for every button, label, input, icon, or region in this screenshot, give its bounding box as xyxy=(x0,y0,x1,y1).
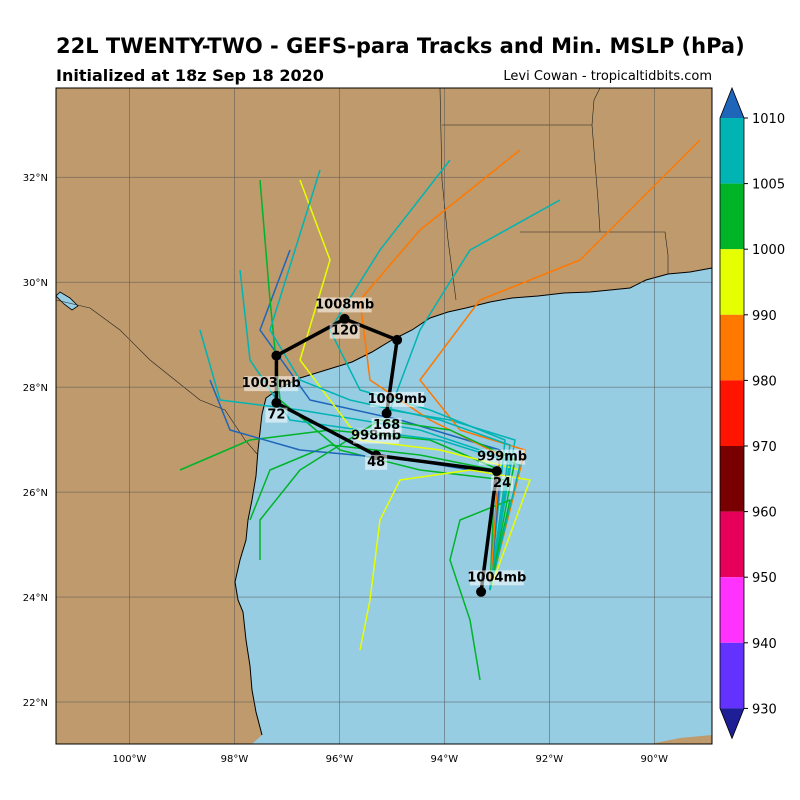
pressure-colorbar: 1010 1005 1000 990 980 970 960 950 940 930 xyxy=(719,86,785,740)
lon-tick-label: 96°W xyxy=(326,754,354,765)
colorbar-bin xyxy=(720,380,744,446)
mean-track-label: 48 xyxy=(367,455,385,470)
mean-track-label-bg xyxy=(365,454,388,470)
mean-track-label-bg xyxy=(265,407,288,423)
mean-track-point xyxy=(392,334,403,345)
colorbar-bin xyxy=(720,642,744,709)
colorbar-label: 990 xyxy=(752,309,777,324)
mean-track-label-bg xyxy=(469,570,524,586)
colorbar-bin xyxy=(720,511,744,578)
lon-tick-label: 98°W xyxy=(221,754,249,765)
mean-track-label: 1003mb xyxy=(242,376,301,391)
lat-tick-label: 30°N xyxy=(23,278,48,289)
yucatan-land xyxy=(650,735,712,744)
mean-track-label-bg xyxy=(317,297,372,313)
colorbar-label: 960 xyxy=(752,506,777,521)
colorbar-label: 930 xyxy=(752,702,777,717)
ensemble-member-track xyxy=(209,379,501,591)
lon-tick-label: 100°W xyxy=(112,754,146,765)
mexico-pacific-coast xyxy=(56,291,79,311)
colorbar-bin xyxy=(720,708,744,739)
colorbar-bin xyxy=(720,577,744,643)
mean-track-label-bg xyxy=(370,391,425,407)
credit-text: Levi Cowan - tropicaltidbits.com xyxy=(503,69,712,84)
mean-track-point xyxy=(271,350,282,361)
mean-track-label: 1004mb xyxy=(467,570,526,585)
mean-track-label: 1009mb xyxy=(368,392,427,407)
mean-track-point xyxy=(491,466,502,477)
mean-track-point xyxy=(271,397,282,408)
mean-track-label: 168 xyxy=(373,418,400,433)
mean-track-point xyxy=(476,586,487,597)
ensemble-member-track xyxy=(269,169,511,591)
mean-track-label: 1008mb xyxy=(315,297,374,312)
mean-track-label: 24 xyxy=(493,476,511,491)
mean-track-point xyxy=(381,408,392,419)
ensemble-mean-track: 1004mb24999mb48998mb721003mb1201008mb168… xyxy=(242,297,527,597)
colorbar-label: 980 xyxy=(752,374,777,389)
mean-track-label: 999mb xyxy=(477,450,527,465)
ensemble-member-track xyxy=(329,159,506,591)
colorbar-bin xyxy=(720,249,744,315)
mean-track-label: 72 xyxy=(267,408,285,423)
mean-track-point xyxy=(339,313,350,324)
colorbar-label: 950 xyxy=(752,571,777,586)
map-frame xyxy=(55,87,713,745)
mean-track-label: 120 xyxy=(331,324,358,339)
colorbar-label: 1010 xyxy=(752,112,785,127)
ensemble-member-track xyxy=(359,469,531,651)
colorbar-bin xyxy=(720,314,744,381)
colorbar-label: 970 xyxy=(752,440,777,455)
mean-track-label-bg xyxy=(329,323,360,339)
lat-tick-label: 28°N xyxy=(23,383,48,394)
mean-track-label-bg xyxy=(244,376,299,392)
lat-tick-label: 26°N xyxy=(23,488,48,499)
ensemble-member-track xyxy=(449,499,511,681)
mean-track-label-bg xyxy=(479,449,526,465)
mean-track-label-bg xyxy=(491,475,514,491)
lat-tick-label: 22°N xyxy=(23,698,48,709)
lat-tick-label: 24°N xyxy=(23,593,48,604)
lon-tick-label: 90°W xyxy=(640,754,668,765)
chart-subtitle: Initialized at 18z Sep 18 2020 xyxy=(56,66,324,85)
lon-tick-label: 92°W xyxy=(535,754,563,765)
colorbar-label: 1005 xyxy=(752,178,785,193)
chart-title: 22L TWENTY-TWO - GEFS-para Tracks and Mi… xyxy=(56,34,745,58)
mean-track-label-bg xyxy=(371,418,402,434)
colorbar-label: 1000 xyxy=(752,243,785,258)
colorbar-label: 940 xyxy=(752,637,777,652)
colorbar-bin xyxy=(720,183,744,250)
colorbar-bin xyxy=(720,88,744,118)
axis-labels: 22°N 24°N 26°N 28°N 30°N 32°N 100°W 98°W 96°W 94°… xyxy=(23,173,668,765)
colorbar-bin xyxy=(720,118,744,184)
lon-tick-label: 94°W xyxy=(431,754,459,765)
lat-tick-label: 32°N xyxy=(23,173,48,184)
colorbar-bin xyxy=(720,446,744,512)
